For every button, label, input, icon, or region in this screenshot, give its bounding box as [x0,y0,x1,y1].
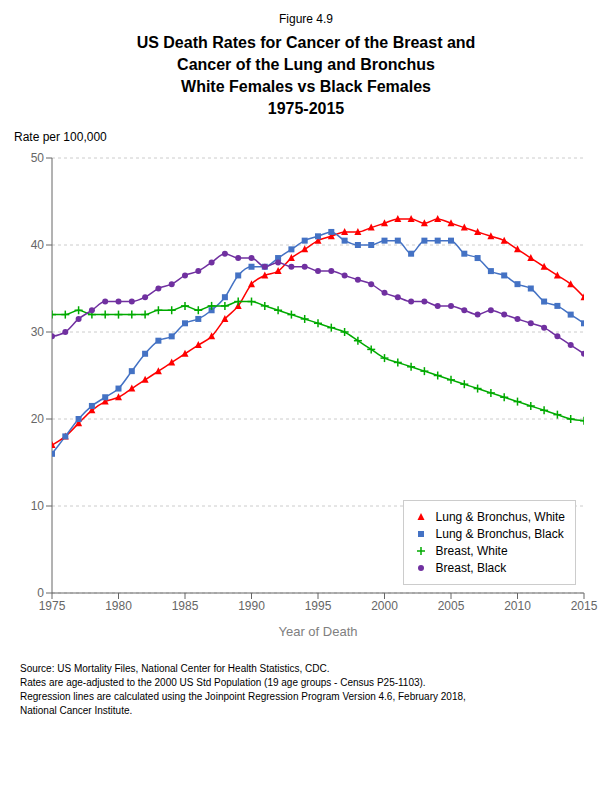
html-text:Figure 4.9: Figure 4.9 [279,12,333,26]
html-text:US Death Rates for Cancer of t: US Death Rates for Cancer of the Breast … [136,34,476,51]
html-text:National Cancer Institute.: National Cancer Institute. [20,705,133,716]
svg-text:1980: 1980 [105,599,132,613]
svg-text:10: 10 [31,499,45,513]
svg-text:2015: 2015 [571,599,598,613]
html-text:Lung & Bronchus, White: Lung & Bronchus, White [435,510,565,524]
html-text:Rates are age-adjusted to the: Rates are age-adjusted to the 2000 US St… [20,677,426,688]
svg-text:0: 0 [37,586,44,600]
html-text:Source: US Mortality Files, Na: Source: US Mortality Files, National Cen… [20,663,330,674]
svg-text:2010: 2010 [504,599,531,613]
html-text:Breast, White: Breast, White [435,544,508,558]
svg-text:30: 30 [31,325,45,339]
html-text:Lung & Bronchus, Black: Lung & Bronchus, Black [435,527,564,541]
svg-text:2000: 2000 [371,599,398,613]
svg-text:20: 20 [31,412,45,426]
svg-text:2005: 2005 [438,599,465,613]
svg-text:50: 50 [31,151,45,165]
html-text:1975-2015: 1975-2015 [267,100,345,117]
html-text:Cancer of the Lung and Bronchu: Cancer of the Lung and Bronchus [177,56,435,73]
svg-text:1995: 1995 [305,599,332,613]
html-text:White Females vs Black Females: White Females vs Black Females [181,78,431,95]
html-text:Breast, Black: Breast, Black [435,561,507,575]
svg-text:40: 40 [31,238,45,252]
svg-text:1990: 1990 [238,599,265,613]
svg-text:Year of Death: Year of Death [278,624,357,639]
html-text:Rate per 100,000: Rate per 100,000 [14,130,107,144]
svg-text:1975: 1975 [39,599,66,613]
svg-text:1985: 1985 [172,599,199,613]
html-text:Regression lines are calculate: Regression lines are calculated using th… [20,691,466,702]
